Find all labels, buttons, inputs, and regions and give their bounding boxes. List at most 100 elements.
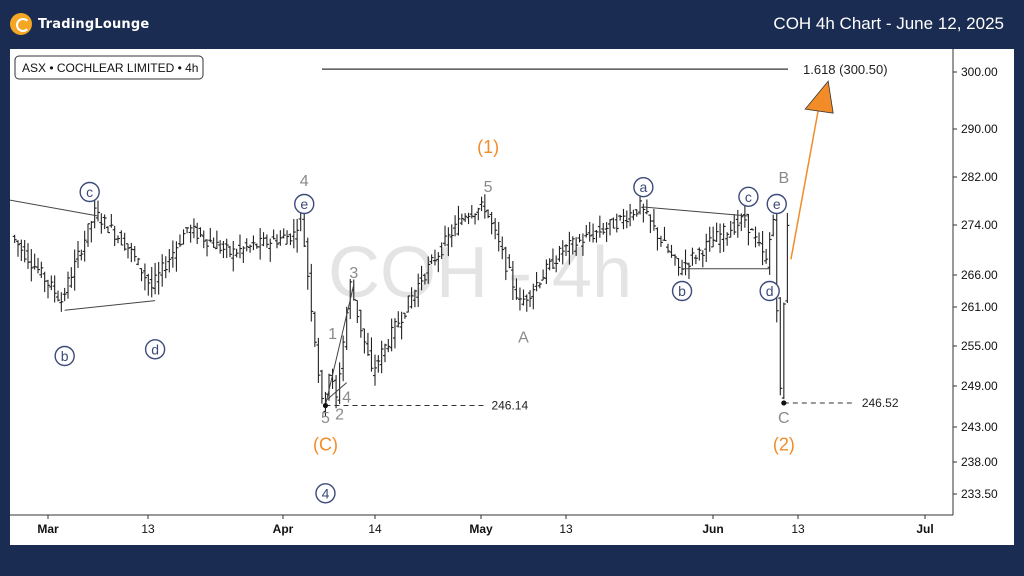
wave-label: 4 [300, 173, 309, 190]
ohlc-bar [396, 311, 401, 328]
ohlc-bar [771, 214, 776, 237]
ohlc-bar [379, 340, 384, 374]
ohlc-bar [86, 223, 90, 247]
ohlc-bar [355, 299, 360, 324]
ohlc-bar [181, 229, 186, 245]
wave-label-text: e [773, 196, 781, 212]
wave-label-circled: 4 [315, 483, 336, 504]
y-tick-label: 249.00 [961, 379, 998, 393]
ohlc-bar [760, 231, 765, 266]
ohlc-bar [648, 214, 653, 234]
price-chart[interactable]: COH - 4h 246.14 246.52 1.618 (300.50) (1) (C… [0, 49, 1014, 545]
ohlc-bar [732, 214, 737, 235]
wave-label-circled: b [671, 280, 693, 302]
ohlc-bar [106, 226, 110, 234]
ohlc-bar [234, 248, 239, 258]
ohlc-bar [319, 369, 324, 404]
ohlc-bar [658, 235, 663, 247]
ohlc-bar [399, 311, 404, 340]
ohlc-bar [224, 238, 229, 259]
y-tick-label: 266.00 [961, 268, 998, 282]
ohlc-bar [295, 218, 300, 253]
ohlc-bar [443, 225, 448, 247]
ohlc-bar [214, 230, 219, 250]
ohlc-bar [767, 232, 772, 275]
ohlc-bar [700, 250, 705, 268]
ohlc-bar [785, 212, 790, 304]
ohlc-bar [449, 224, 454, 248]
ohlc-bar [554, 255, 559, 273]
ohlc-bar [153, 262, 158, 295]
ohlc-bar [227, 245, 232, 258]
ohlc-bar [22, 239, 27, 263]
ohlc-bar [673, 254, 678, 266]
ohlc-bar [456, 205, 461, 236]
wave-label-circle [315, 483, 336, 504]
wave-label-circle [633, 176, 654, 198]
brand-logo[interactable]: TradingLounge [10, 12, 149, 36]
header-bar: TradingLounge COH 4h Chart - June 12, 20… [0, 0, 1024, 48]
wave-label-circle [294, 193, 315, 215]
ohlc-bar [205, 239, 210, 257]
level-dot [322, 402, 329, 409]
ohlc-bar [564, 244, 568, 256]
ohlc-bar [714, 222, 719, 242]
x-tick-label: 13 [791, 522, 805, 536]
wave-label: 5 [321, 410, 330, 427]
ohlc-bar [757, 232, 762, 247]
ohlc-bar [126, 243, 130, 259]
ohlc-bar [641, 203, 646, 223]
ohlc-bar [19, 239, 24, 261]
wave-label: 4 [342, 389, 351, 406]
wave-label-circled: a [633, 176, 654, 198]
wave-label-circle [738, 186, 759, 208]
brand-logo-icon [10, 13, 32, 35]
wave-label-circled: b [54, 345, 75, 367]
ohlc-bar [274, 234, 279, 249]
ohlc-bar [528, 290, 533, 307]
ohlc-bar [634, 209, 639, 217]
ohlc-bar [177, 234, 182, 248]
wave-label-text: a [639, 179, 647, 195]
ohlc-bar [711, 226, 716, 248]
ohlc-bar [419, 265, 424, 291]
ohlc-bar [500, 236, 505, 260]
wave-label: (2) [773, 435, 795, 455]
ohlc-bar [764, 248, 769, 264]
ohlc-bar [537, 282, 542, 289]
wave-label: (C) [313, 435, 338, 455]
wave-label: 2 [335, 406, 344, 423]
y-tick-label: 282.00 [961, 170, 998, 184]
ohlc-bar [12, 234, 17, 244]
ohlc-bar [567, 231, 572, 265]
wave-label-circle [671, 280, 693, 302]
x-tick-label: Apr [273, 522, 294, 536]
ohlc-bar [453, 215, 458, 237]
ohlc-bar [139, 268, 144, 282]
ohlc-bar [774, 212, 779, 323]
chart-panel[interactable]: COH - 4h 246.14 246.52 1.618 (300.50) (1) (C… [0, 49, 1014, 545]
ohlc-bar [116, 235, 120, 244]
wave-label-circle [79, 181, 100, 203]
ohlc-bar [237, 234, 242, 259]
level-label: 246.14 [491, 399, 528, 413]
ohlc-bar [739, 213, 744, 232]
ohlc-bar [96, 200, 100, 222]
ohlc-bar [446, 227, 451, 257]
ohlc-bar [631, 209, 636, 221]
ohlc-bar [248, 244, 253, 253]
ohlc-bar [316, 337, 321, 383]
ohlc-bar [690, 247, 695, 266]
y-tick-label: 233.50 [961, 487, 998, 501]
wave-trendline [324, 284, 355, 406]
wave-label: 1 [328, 326, 337, 343]
ohlc-bar [211, 237, 216, 248]
x-tick-label: 14 [368, 522, 382, 536]
wave-label-text: b [678, 283, 686, 299]
x-tick-label: May [469, 522, 493, 536]
ohlc-bar [16, 240, 20, 257]
ohlc-bar [749, 228, 754, 231]
ohlc-bar [291, 219, 296, 249]
ohlc-bar [725, 232, 730, 246]
wave-label: A [518, 329, 529, 346]
